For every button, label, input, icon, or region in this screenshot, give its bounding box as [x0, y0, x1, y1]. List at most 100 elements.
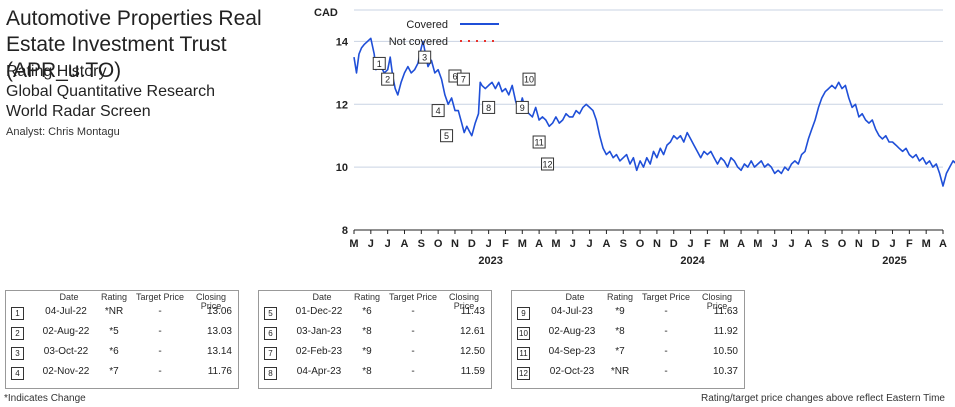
x-month-label: N	[451, 238, 459, 250]
rating-marker-label: 5	[444, 131, 449, 141]
x-month-label: M	[720, 238, 729, 250]
x-month-label: J	[587, 238, 593, 250]
rating-marker: 8	[482, 100, 496, 114]
rating-table: Date Rating Target Price Closing Price 1 04-J…	[5, 290, 239, 389]
header-date: Date	[565, 292, 585, 302]
row-number-badge: 7	[264, 347, 277, 360]
x-month-label: J	[570, 238, 576, 250]
rating-marker-label: 12	[543, 160, 553, 170]
rating-marker: 2	[381, 72, 395, 86]
rating-marker-label: 3	[422, 53, 427, 63]
x-month-label: J	[385, 238, 391, 250]
cell-date: 04-Apr-23	[296, 366, 342, 377]
x-year-label: 2025	[882, 255, 906, 267]
x-month-label: O	[636, 238, 645, 250]
cell-date: 02-Oct-23	[549, 366, 595, 377]
subtitle-line: Global Quantitative Research	[6, 83, 215, 100]
table-row: 1 04-Jul-22 *NR - 13.06	[6, 305, 238, 321]
header-target: Target Price	[135, 292, 185, 302]
table-row: 4 02-Nov-22 *7 - 11.76	[6, 365, 238, 381]
cell-closing: 11.59	[460, 366, 485, 377]
rating-marker-box	[440, 129, 454, 143]
cell-closing: 13.14	[206, 346, 232, 357]
cell-closing: 11.43	[460, 306, 485, 317]
rating-marker-label: 8	[486, 103, 491, 113]
row-number-badge: 4	[11, 367, 24, 380]
x-month-label: S	[620, 238, 627, 250]
x-month-label: A	[401, 238, 409, 250]
x-month-label: F	[906, 238, 913, 250]
row-number-badge: 3	[11, 347, 24, 360]
cell-target: -	[664, 306, 668, 317]
x-month-label: A	[737, 238, 745, 250]
y-tick-label: 12	[336, 99, 348, 111]
row-number-badge: 2	[11, 327, 24, 340]
rating-marker-label: 6	[452, 72, 457, 82]
rating-marker-label: 11	[534, 138, 543, 148]
x-month-label: J	[772, 238, 778, 250]
rating-marker-box	[532, 135, 546, 149]
row-number-badge: 8	[264, 367, 277, 380]
rating-marker-box	[515, 100, 529, 114]
x-month-label: D	[670, 238, 678, 250]
x-month-label: J	[368, 238, 374, 250]
rating-marker-label: 9	[520, 103, 525, 113]
x-month-label: J	[788, 238, 794, 250]
x-month-label: N	[653, 238, 661, 250]
rating-marker-box	[381, 72, 395, 86]
subtitle-block: Rating History Global Quantitative Resea…	[6, 62, 215, 122]
cell-target: -	[664, 326, 668, 337]
cell-date: 02-Nov-22	[42, 366, 90, 377]
cell-closing: 12.50	[459, 346, 485, 357]
x-month-label: F	[502, 238, 509, 250]
rating-marker: 1	[372, 56, 386, 70]
header-rating: Rating	[100, 292, 127, 302]
x-month-label: A	[535, 238, 543, 250]
row-number-badge: 12	[517, 367, 530, 380]
cell-date: 02-Feb-23	[295, 346, 343, 357]
y-tick-label: 8	[342, 225, 348, 237]
cell-date: 02-Aug-22	[42, 326, 90, 337]
rating-marker: 4	[431, 104, 445, 118]
table-row: 7 02-Feb-23 *9 - 12.50	[259, 345, 491, 361]
cell-target: -	[158, 326, 162, 337]
x-month-label: J	[486, 238, 492, 250]
cell-target: -	[664, 366, 668, 377]
cell-target: -	[411, 346, 415, 357]
cell-rating: *7	[615, 346, 625, 357]
cell-rating: *7	[109, 366, 119, 377]
table-row: 12 02-Oct-23 *NR - 10.37	[512, 365, 744, 381]
table-row: 6 03-Jan-23 *8 - 12.61	[259, 325, 491, 341]
cell-closing: 11.92	[713, 326, 738, 337]
rating-marker-box	[522, 72, 536, 86]
rating-marker-box	[372, 56, 386, 70]
x-month-label: A	[602, 238, 610, 250]
cell-date: 04-Jul-22	[45, 306, 87, 317]
rating-table: Date Rating Target Price Closing Price 9 04-J…	[511, 290, 745, 389]
cell-closing: 11.76	[207, 366, 232, 377]
cell-date: 02-Aug-23	[548, 326, 596, 337]
cell-closing: 13.03	[206, 326, 232, 337]
rating-marker: 12	[541, 157, 555, 171]
x-month-label: F	[704, 238, 711, 250]
cell-closing: 13.06	[206, 306, 232, 317]
x-month-label: D	[872, 238, 880, 250]
cell-rating: *6	[362, 306, 372, 317]
cell-date: 04-Jul-23	[551, 306, 593, 317]
footnote-change: *Indicates Change	[4, 393, 86, 404]
legend-label: Not covered	[389, 36, 448, 48]
x-month-label: A	[939, 238, 947, 250]
x-month-label: M	[753, 238, 762, 250]
table-header: Date Rating Target Price Closing Price	[259, 293, 491, 311]
cell-rating: *9	[615, 306, 625, 317]
table-row: 2 02-Aug-22 *5 - 13.03	[6, 325, 238, 341]
cell-date: 01-Dec-22	[295, 306, 343, 317]
row-number-badge: 1	[11, 307, 24, 320]
cell-closing: 10.50	[712, 346, 738, 357]
subtitle-line: Rating History	[6, 63, 107, 80]
rating-table: Date Rating Target Price Closing Price 5 01-D…	[258, 290, 492, 389]
rating-marker: 3	[418, 50, 432, 64]
header-closing: Closing Price	[195, 292, 226, 311]
rating-marker: 9	[515, 100, 529, 114]
rating-marker-label: 4	[436, 106, 441, 116]
